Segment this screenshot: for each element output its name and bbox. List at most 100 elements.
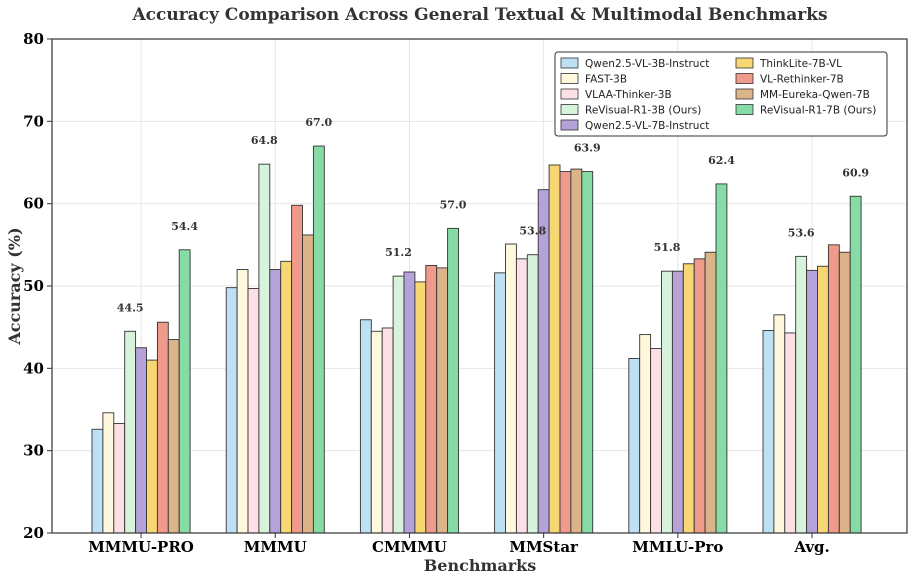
bar xyxy=(639,334,652,534)
legend-swatch xyxy=(560,119,579,131)
bar xyxy=(247,288,260,534)
bar xyxy=(548,164,561,534)
bar xyxy=(806,269,818,534)
x-axis-label: Benchmarks xyxy=(424,556,537,575)
chart-title: Accuracy Comparison Across General Textu… xyxy=(131,5,827,25)
y-tick-label: 40 xyxy=(23,359,44,377)
bar xyxy=(236,269,249,534)
legend-swatch xyxy=(560,73,579,84)
data-label: 53.6 xyxy=(788,226,815,239)
x-tick-label: CMMMU xyxy=(372,538,447,556)
legend-swatch xyxy=(735,104,754,115)
legend-label: ReVisual-R1-3B (Ours) xyxy=(585,105,701,117)
y-ticks: 20 30 40 50 60 70 80 xyxy=(23,30,52,542)
bar xyxy=(795,255,808,534)
legend-swatch xyxy=(560,88,579,100)
bar xyxy=(102,412,115,534)
bar xyxy=(650,348,662,534)
bar xyxy=(581,171,594,534)
legend-label: ThinkLite-7B-VL xyxy=(759,58,842,70)
bar xyxy=(113,423,126,534)
bar xyxy=(693,258,706,534)
bar xyxy=(370,330,383,534)
y-tick-label: 30 xyxy=(23,442,44,460)
bar xyxy=(312,145,325,534)
bar xyxy=(291,204,303,534)
bar xyxy=(661,270,673,534)
bar xyxy=(425,264,438,534)
bar xyxy=(135,347,147,534)
bar xyxy=(258,163,271,534)
bar xyxy=(773,314,786,534)
bar xyxy=(494,272,506,534)
bar xyxy=(436,267,449,534)
legend-swatch xyxy=(735,88,754,100)
bar xyxy=(784,332,797,534)
bar xyxy=(359,319,372,534)
bar xyxy=(225,287,238,534)
y-tick-label: 50 xyxy=(23,277,44,295)
x-tick-label: MMMU xyxy=(244,538,307,556)
bar xyxy=(178,249,191,534)
annotations-layer: 44.5 54.4 64.8 67.0 51.2 57.0 53.8 63.9 51.8 62.4… xyxy=(117,116,869,314)
legend-label: Qwen2.5-VL-3B-Instruct xyxy=(585,58,709,70)
bar xyxy=(817,265,829,534)
bar xyxy=(838,251,851,534)
bar xyxy=(392,275,405,534)
bar xyxy=(146,359,158,534)
data-label: 63.9 xyxy=(574,142,601,155)
y-tick-label: 80 xyxy=(23,30,44,48)
bar xyxy=(682,263,695,534)
bar xyxy=(167,339,180,534)
x-tick-label: MMStar xyxy=(509,538,579,556)
bar xyxy=(537,189,550,534)
data-label: 60.9 xyxy=(842,166,869,179)
bar xyxy=(559,171,572,534)
bar xyxy=(849,195,862,534)
legend-label: ReVisual-R1-7B (Ours) xyxy=(760,105,876,117)
bar xyxy=(414,281,427,534)
y-tick-label: 60 xyxy=(23,195,44,213)
data-label: 54.4 xyxy=(171,220,198,233)
data-label: 44.5 xyxy=(117,301,144,314)
bar xyxy=(827,244,840,534)
bar xyxy=(762,330,775,534)
legend-label: FAST-3B xyxy=(585,74,627,86)
bar xyxy=(269,269,282,534)
legend-box xyxy=(554,51,888,137)
bar xyxy=(704,251,717,534)
bar xyxy=(447,227,459,534)
bar xyxy=(570,168,583,534)
bar xyxy=(124,330,137,534)
bar xyxy=(156,321,169,534)
data-label: 62.4 xyxy=(708,154,735,167)
legend-swatch xyxy=(735,73,754,84)
legend-label: VLAA-Thinker-3B xyxy=(585,89,672,101)
bar xyxy=(628,358,641,534)
data-label: 51.2 xyxy=(385,246,412,259)
data-label: 53.8 xyxy=(519,225,546,238)
bar xyxy=(91,428,104,534)
data-label: 51.8 xyxy=(654,241,681,254)
legend-label: VL-Rethinker-7B xyxy=(760,74,844,86)
legend-swatch xyxy=(560,104,579,115)
y-tick-label: 20 xyxy=(23,524,44,542)
y-axis-label: Accuracy (%) xyxy=(5,227,24,345)
data-label: 67.0 xyxy=(305,116,332,129)
bar xyxy=(280,260,293,534)
bar xyxy=(302,234,314,534)
legend-swatch xyxy=(560,57,579,69)
y-tick-label: 70 xyxy=(23,112,44,130)
x-ticks: MMMU-PRO MMMU CMMMU MMStar MMLU-Pro Avg. xyxy=(88,533,830,556)
x-tick-label: MMLU-Pro xyxy=(632,538,723,556)
bar xyxy=(381,327,394,534)
bar xyxy=(671,270,684,534)
data-label: 64.8 xyxy=(251,134,278,147)
legend-label: MM-Eureka-Qwen-7B xyxy=(760,89,870,101)
bar xyxy=(715,183,728,534)
x-tick-label: Avg. xyxy=(793,538,829,556)
bar xyxy=(403,271,416,534)
legend-label: Qwen2.5-VL-7B-Instruct xyxy=(585,120,709,132)
bar xyxy=(515,258,528,534)
